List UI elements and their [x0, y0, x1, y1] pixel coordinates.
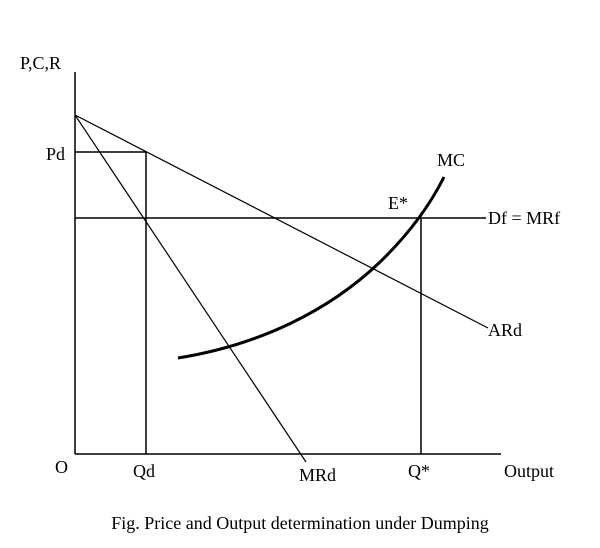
- mc-curve: [177, 176, 446, 360]
- ard-line: [74, 114, 489, 329]
- figure-caption: Fig. Price and Output determination unde…: [111, 513, 488, 533]
- x-axis-label: Output: [504, 461, 554, 481]
- mrd-label: MRd: [299, 465, 336, 485]
- qd-label: Qd: [133, 461, 155, 481]
- q-star-label: Q*: [408, 461, 430, 481]
- origin-label: O: [55, 457, 68, 477]
- e-star-label: E*: [388, 193, 408, 213]
- mrd-line: [74, 114, 307, 463]
- pd-label: Pd: [46, 144, 65, 164]
- df-mrf-label: Df = MRf: [488, 208, 560, 228]
- mc-label: MC: [437, 150, 465, 170]
- y-axis-label: P,C,R: [20, 53, 61, 73]
- ard-label: ARd: [488, 320, 522, 340]
